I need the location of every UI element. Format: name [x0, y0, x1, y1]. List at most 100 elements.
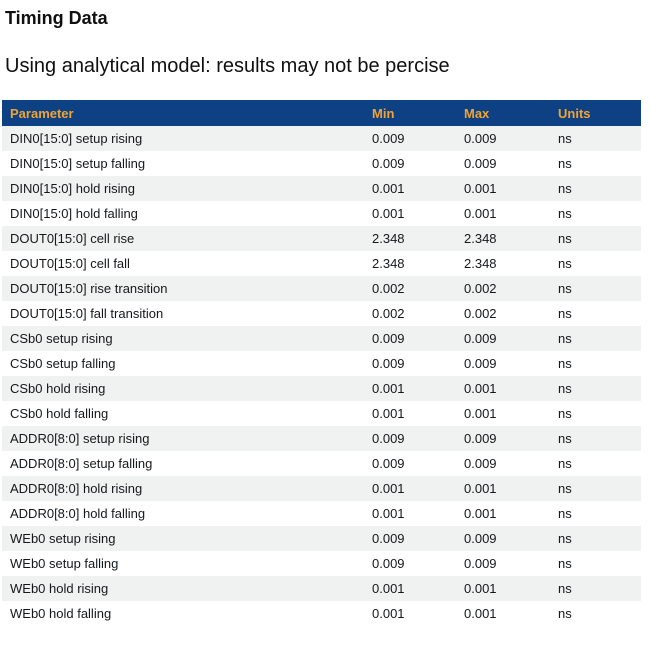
cell-parameter: DIN0[15:0] hold falling	[2, 201, 364, 226]
table-body: DIN0[15:0] setup rising 0.009 0.009 ns D…	[2, 126, 641, 626]
cell-min: 0.001	[364, 376, 456, 401]
table-row: WEb0 hold falling 0.001 0.001 ns	[2, 601, 641, 626]
cell-max: 0.009	[456, 426, 550, 451]
cell-min: 0.001	[364, 576, 456, 601]
cell-min: 0.001	[364, 501, 456, 526]
cell-parameter: CSb0 setup rising	[2, 326, 364, 351]
cell-parameter: DOUT0[15:0] cell fall	[2, 251, 364, 276]
cell-max: 0.001	[456, 376, 550, 401]
cell-min: 2.348	[364, 251, 456, 276]
cell-min: 0.009	[364, 326, 456, 351]
cell-units: ns	[550, 451, 641, 476]
table-row: CSb0 setup rising 0.009 0.009 ns	[2, 326, 641, 351]
table-row: CSb0 setup falling 0.009 0.009 ns	[2, 351, 641, 376]
cell-parameter: DOUT0[15:0] fall transition	[2, 301, 364, 326]
table-row: CSb0 hold falling 0.001 0.001 ns	[2, 401, 641, 426]
table-row: DOUT0[15:0] fall transition 0.002 0.002 …	[2, 301, 641, 326]
table-row: DOUT0[15:0] cell fall 2.348 2.348 ns	[2, 251, 641, 276]
cell-units: ns	[550, 201, 641, 226]
cell-units: ns	[550, 576, 641, 601]
column-header-units: Units	[550, 100, 641, 126]
cell-parameter: ADDR0[8:0] setup rising	[2, 426, 364, 451]
cell-min: 0.009	[364, 526, 456, 551]
cell-units: ns	[550, 326, 641, 351]
table-row: CSb0 hold rising 0.001 0.001 ns	[2, 376, 641, 401]
cell-units: ns	[550, 476, 641, 501]
timing-table: Parameter Min Max Units DIN0[15:0] setup…	[2, 100, 641, 626]
cell-min: 0.001	[364, 176, 456, 201]
column-header-min: Min	[364, 100, 456, 126]
table-row: ADDR0[8:0] setup rising 0.009 0.009 ns	[2, 426, 641, 451]
cell-units: ns	[550, 351, 641, 376]
cell-max: 0.001	[456, 201, 550, 226]
cell-parameter: DIN0[15:0] hold rising	[2, 176, 364, 201]
cell-parameter: DIN0[15:0] setup rising	[2, 126, 364, 151]
cell-min: 0.001	[364, 201, 456, 226]
cell-parameter: WEb0 setup rising	[2, 526, 364, 551]
cell-max: 2.348	[456, 251, 550, 276]
column-header-max: Max	[456, 100, 550, 126]
cell-max: 0.002	[456, 276, 550, 301]
cell-max: 0.009	[456, 451, 550, 476]
cell-parameter: CSb0 hold falling	[2, 401, 364, 426]
cell-parameter: ADDR0[8:0] setup falling	[2, 451, 364, 476]
cell-min: 0.002	[364, 276, 456, 301]
cell-parameter: CSb0 setup falling	[2, 351, 364, 376]
cell-max: 0.009	[456, 526, 550, 551]
cell-units: ns	[550, 276, 641, 301]
cell-units: ns	[550, 376, 641, 401]
cell-min: 0.009	[364, 151, 456, 176]
cell-min: 0.009	[364, 351, 456, 376]
cell-units: ns	[550, 176, 641, 201]
cell-units: ns	[550, 526, 641, 551]
table-row: DOUT0[15:0] rise transition 0.002 0.002 …	[2, 276, 641, 301]
cell-min: 0.009	[364, 551, 456, 576]
cell-parameter: WEb0 hold falling	[2, 601, 364, 626]
cell-units: ns	[550, 401, 641, 426]
table-header-row: Parameter Min Max Units	[2, 100, 641, 126]
cell-max: 0.009	[456, 351, 550, 376]
table-row: DOUT0[15:0] cell rise 2.348 2.348 ns	[2, 226, 641, 251]
cell-max: 0.002	[456, 301, 550, 326]
cell-max: 0.001	[456, 501, 550, 526]
table-row: WEb0 hold rising 0.001 0.001 ns	[2, 576, 641, 601]
cell-max: 0.009	[456, 126, 550, 151]
cell-max: 0.001	[456, 176, 550, 201]
cell-max: 0.009	[456, 551, 550, 576]
cell-parameter: WEb0 hold rising	[2, 576, 364, 601]
cell-units: ns	[550, 251, 641, 276]
table-row: ADDR0[8:0] hold rising 0.001 0.001 ns	[2, 476, 641, 501]
cell-units: ns	[550, 501, 641, 526]
cell-units: ns	[550, 426, 641, 451]
cell-max: 0.009	[456, 151, 550, 176]
cell-max: 2.348	[456, 226, 550, 251]
cell-max: 0.001	[456, 476, 550, 501]
table-row: WEb0 setup falling 0.009 0.009 ns	[2, 551, 641, 576]
cell-min: 2.348	[364, 226, 456, 251]
cell-units: ns	[550, 301, 641, 326]
cell-parameter: CSb0 hold rising	[2, 376, 364, 401]
cell-parameter: DIN0[15:0] setup falling	[2, 151, 364, 176]
table-row: ADDR0[8:0] setup falling 0.009 0.009 ns	[2, 451, 641, 476]
cell-units: ns	[550, 151, 641, 176]
cell-parameter: DOUT0[15:0] rise transition	[2, 276, 364, 301]
cell-units: ns	[550, 601, 641, 626]
cell-units: ns	[550, 126, 641, 151]
cell-max: 0.001	[456, 401, 550, 426]
cell-parameter: WEb0 setup falling	[2, 551, 364, 576]
cell-min: 0.002	[364, 301, 456, 326]
table-row: ADDR0[8:0] hold falling 0.001 0.001 ns	[2, 501, 641, 526]
page-subtitle: Using analytical model: results may not …	[5, 55, 450, 77]
cell-max: 0.001	[456, 601, 550, 626]
table-row: DIN0[15:0] hold rising 0.001 0.001 ns	[2, 176, 641, 201]
cell-min: 0.009	[364, 451, 456, 476]
cell-parameter: DOUT0[15:0] cell rise	[2, 226, 364, 251]
table-row: DIN0[15:0] setup falling 0.009 0.009 ns	[2, 151, 641, 176]
cell-max: 0.001	[456, 576, 550, 601]
cell-min: 0.009	[364, 426, 456, 451]
cell-units: ns	[550, 551, 641, 576]
cell-parameter: ADDR0[8:0] hold falling	[2, 501, 364, 526]
cell-min: 0.001	[364, 401, 456, 426]
cell-min: 0.001	[364, 476, 456, 501]
